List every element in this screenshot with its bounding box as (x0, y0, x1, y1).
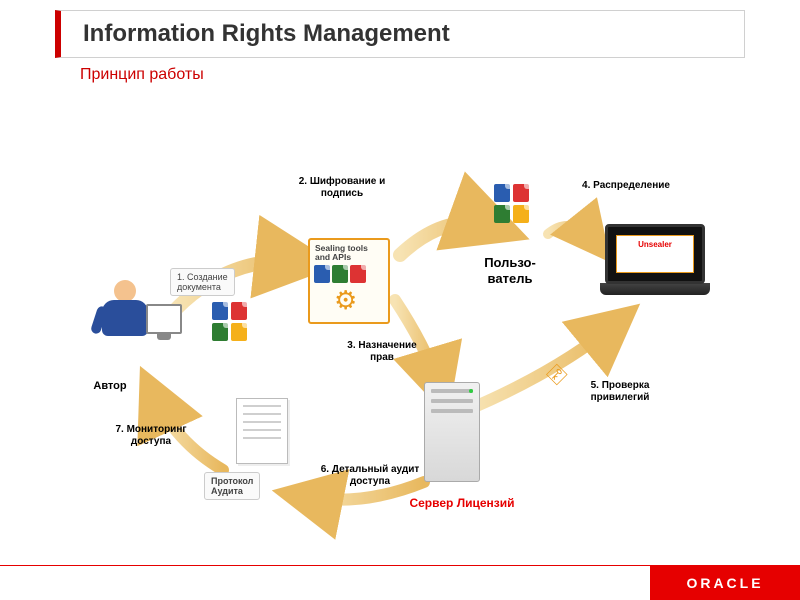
file-mail-icon (231, 323, 247, 341)
mini-xls-icon (332, 265, 348, 283)
step1-text: 1. Создание документа (177, 272, 228, 292)
step1-box: 1. Создание документа (170, 268, 235, 296)
unsealer-label: Unsealer (638, 240, 672, 249)
title-bar: Information Rights Management (55, 10, 745, 58)
author-label: Автор (80, 380, 140, 394)
file-xls-icon (212, 323, 228, 341)
file-pdf-icon (513, 184, 529, 202)
page-title: Information Rights Management (83, 20, 450, 48)
file-cluster-author (212, 302, 247, 341)
user-label: Пользо- ватель (470, 255, 550, 288)
mini-pdf-icon (350, 265, 366, 283)
server-label: Сервер Лицензий (392, 496, 532, 511)
sealing-box: Sealing tools and APIs ⚙ (308, 238, 390, 324)
step2-label: 2. Шифрование и подпись (282, 176, 402, 200)
mini-doc-icon (314, 265, 330, 283)
file-pdf-icon (231, 302, 247, 320)
oracle-logo: ORACLE (686, 575, 763, 591)
audit-label: Протокол Аудита (204, 472, 260, 500)
step7-label: 7. Мониторинг доступа (96, 424, 206, 448)
file-xls-icon (494, 205, 510, 223)
audit-log-icon (236, 398, 288, 464)
author-monitor-icon (146, 304, 182, 334)
diagram: Автор 1. Создание документа Sealing tool… (0, 90, 800, 550)
subtitle: Принцип работы (80, 66, 204, 84)
logo-bar: ORACLE (650, 566, 800, 600)
slide: Information Rights Management Принцип ра… (0, 0, 800, 600)
sealing-label: Sealing tools and APIs (310, 240, 388, 265)
step5-label: 5. Проверка привилегий (560, 380, 680, 404)
step6-label: 6. Детальный аудит доступа (300, 464, 440, 488)
file-cluster-dist (494, 184, 529, 223)
step4-label: 4. Распределение (556, 180, 696, 192)
laptop-icon: Unsealer (600, 224, 710, 304)
file-doc-icon (212, 302, 228, 320)
file-mail-icon (513, 205, 529, 223)
gear-icon: ⚙ (334, 285, 357, 316)
file-doc-icon (494, 184, 510, 202)
step3-label: 3. Назначение прав (332, 340, 432, 364)
